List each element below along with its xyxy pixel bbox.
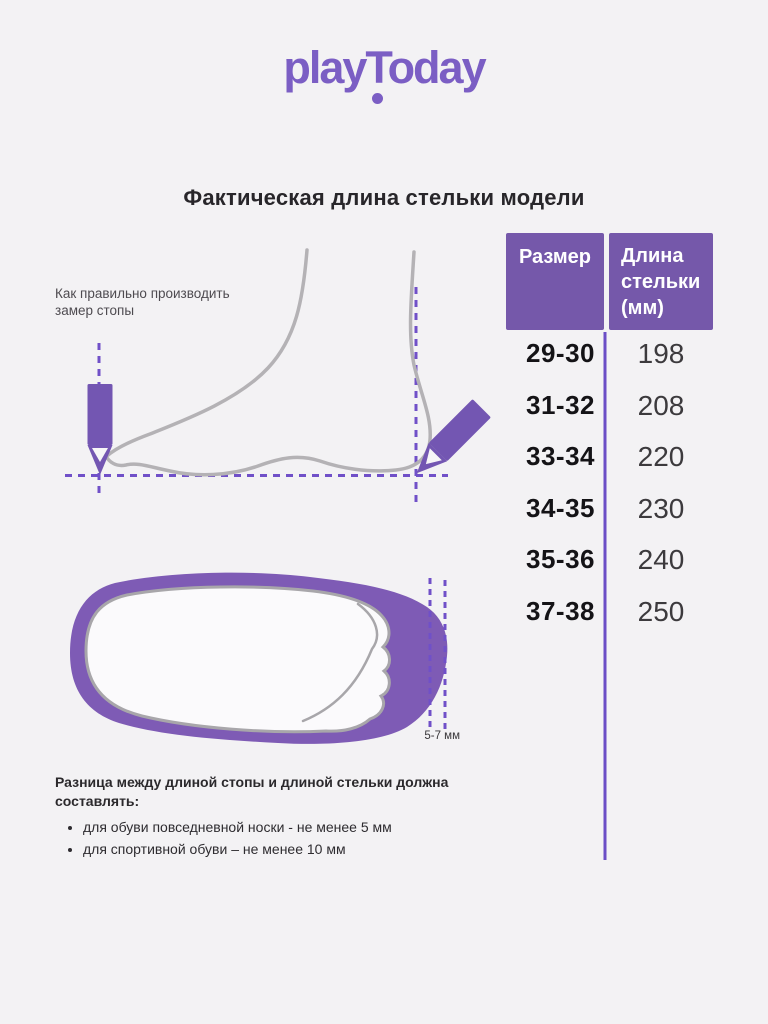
length-cell: 240 xyxy=(637,544,685,575)
difference-note-item: для спортивной обуви – не менее 10 мм xyxy=(83,838,525,860)
insole-gap-label: 5-7 мм xyxy=(424,730,460,742)
foot-side-illustration xyxy=(104,248,432,477)
footprint-shape xyxy=(84,585,391,734)
size-cell: 34-35 xyxy=(526,492,595,523)
pencil-icon xyxy=(87,384,113,475)
table-row: 33-34 220 xyxy=(470,439,713,491)
table-header-size: Размер xyxy=(506,233,604,330)
table-row: 34-35 230 xyxy=(470,491,713,543)
length-cell: 220 xyxy=(637,441,685,472)
length-cell: 250 xyxy=(637,595,685,627)
table-row: 35-36 240 xyxy=(470,542,713,594)
insole-shape xyxy=(70,572,448,744)
difference-note-heading: Разница между длиной стопы и длиной стел… xyxy=(55,774,449,809)
table-row: 37-38 250 xyxy=(470,594,713,646)
brand-logo: playToday xyxy=(283,42,486,93)
length-cell: 208 xyxy=(637,389,685,421)
measure-instruction-note: Как правильно производить замер стопы xyxy=(55,286,230,318)
size-cell: 33-34 xyxy=(526,441,595,471)
difference-note: Разница между длиной стопы и длиной стел… xyxy=(55,773,525,860)
difference-note-item: для обуви повседневной носки - не менее … xyxy=(83,816,525,838)
size-cell: 29-30 xyxy=(526,338,595,368)
size-cell: 37-38 xyxy=(526,595,595,626)
table-row: 31-32 208 xyxy=(470,388,713,440)
insole-gap-dashed-lines xyxy=(428,578,447,732)
brand-logo-dot-icon xyxy=(372,93,383,104)
size-cell: 35-36 xyxy=(526,544,595,574)
toe-crease-line xyxy=(301,602,379,723)
insole-illustration xyxy=(70,572,448,744)
page-title: Фактическая длина стельки модели xyxy=(183,185,585,210)
table-header-insole-length: Длина стельки (мм) xyxy=(609,233,713,330)
size-cell: 31-32 xyxy=(526,389,595,420)
table-row: 29-30 198 xyxy=(470,336,713,388)
difference-note-list: для обуви повседневной носки - не менее … xyxy=(55,816,525,860)
length-cell: 198 xyxy=(637,338,685,369)
length-cell: 230 xyxy=(637,492,685,524)
